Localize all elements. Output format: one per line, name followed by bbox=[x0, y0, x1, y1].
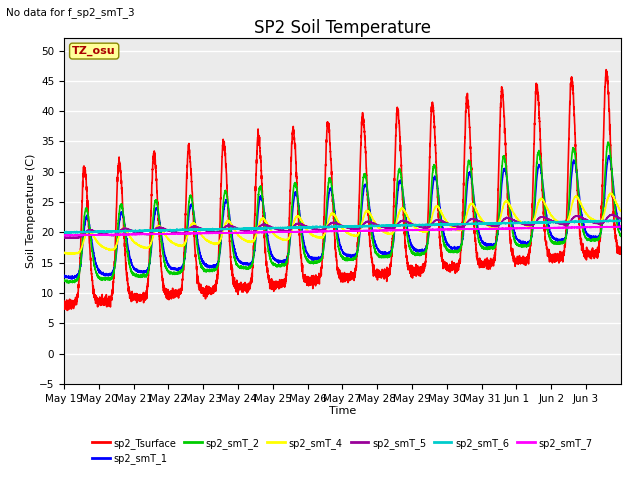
X-axis label: Time: Time bbox=[329, 407, 356, 417]
Text: TZ_osu: TZ_osu bbox=[72, 46, 116, 56]
Title: SP2 Soil Temperature: SP2 Soil Temperature bbox=[254, 19, 431, 37]
Legend: sp2_Tsurface, sp2_smT_1, sp2_smT_2, sp2_smT_4, sp2_smT_5, sp2_smT_6, sp2_smT_7: sp2_Tsurface, sp2_smT_1, sp2_smT_2, sp2_… bbox=[88, 434, 596, 468]
Y-axis label: Soil Temperature (C): Soil Temperature (C) bbox=[26, 154, 36, 268]
Text: No data for f_sp2_smT_3: No data for f_sp2_smT_3 bbox=[6, 7, 135, 18]
